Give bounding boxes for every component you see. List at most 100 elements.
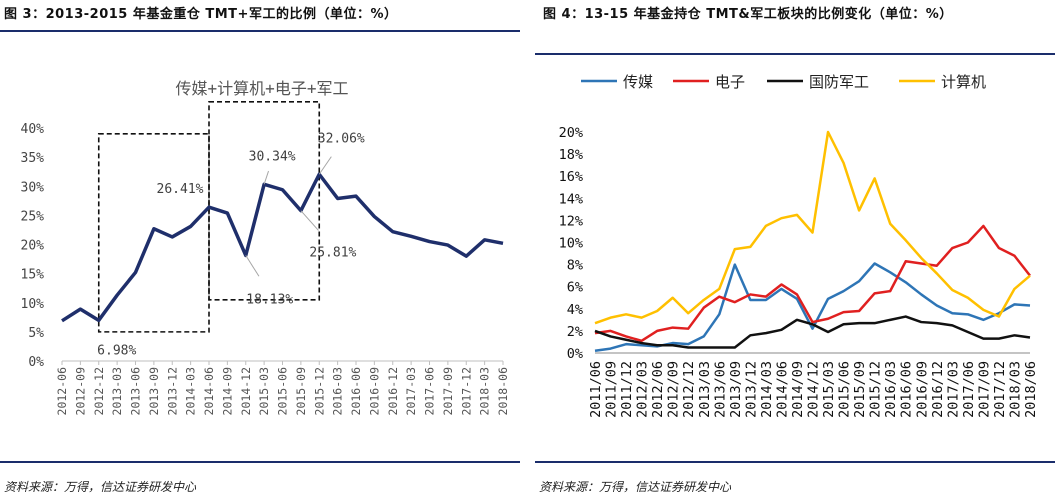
x-tick-label: 2017/12 xyxy=(992,361,1008,418)
y-tick-label: 10% xyxy=(559,236,583,252)
data-label: 26.41% xyxy=(157,182,204,197)
x-tick-label: 2013-06 xyxy=(129,367,143,416)
x-tick-label: 2017/06 xyxy=(961,361,977,418)
left-source-rule xyxy=(0,461,520,463)
x-tick-label: 2011/06 xyxy=(588,361,604,418)
legend-label: 电子 xyxy=(715,73,745,91)
data-label: 32.06% xyxy=(318,131,365,146)
y-tick-label: 30% xyxy=(21,180,45,195)
x-tick-label: 2017/03 xyxy=(945,361,961,418)
x-tick-label: 2018/06 xyxy=(1023,361,1039,418)
right-figure: 图 4：13-15 年基金持仓 TMT&军工板块的比例变化（单位：%） 传媒 电子… xyxy=(535,0,1055,502)
x-tick-label: 2016/06 xyxy=(899,361,915,418)
y-tick-label: 10% xyxy=(21,297,45,312)
x-tick-label: 2015-12 xyxy=(312,367,326,415)
data-label: 18.13% xyxy=(246,292,293,307)
y-tick-label: 5% xyxy=(28,326,44,341)
x-tick-label: 2012/12 xyxy=(681,361,697,418)
y-tick-label: 25% xyxy=(21,209,45,224)
x-tick-label: 2014-06 xyxy=(202,367,216,416)
x-tick-label: 2018-03 xyxy=(478,367,492,416)
x-tick-label: 2016/12 xyxy=(930,361,946,418)
x-tick-label: 2014/09 xyxy=(790,361,806,418)
y-tick-label: 4% xyxy=(567,302,583,318)
y-tick-label: 15% xyxy=(21,268,45,283)
y-tick-label: 12% xyxy=(559,213,583,229)
x-tick-label: 2017/09 xyxy=(976,361,992,418)
x-tick-label: 2012-09 xyxy=(73,367,87,416)
y-tick-label: 20% xyxy=(21,239,45,254)
x-tick-label: 2013/06 xyxy=(712,361,728,418)
y-tick-label: 0% xyxy=(28,355,44,370)
series-line-2 xyxy=(594,224,1031,343)
chart-title: 传媒+计算机+电子+军工 xyxy=(176,79,349,98)
data-label: 6.98% xyxy=(97,343,136,358)
x-tick-label: 2014-12 xyxy=(239,367,253,415)
right-title-rule xyxy=(535,53,1055,55)
left-figure: 图 3：2013-2015 年基金重仓 TMT+军工的比例（单位：%） 传媒+计… xyxy=(0,0,520,502)
x-tick-label: 2015/12 xyxy=(868,361,884,418)
annotation-leader xyxy=(318,156,332,175)
x-tick-label: 2012-12 xyxy=(92,367,106,415)
x-tick-label: 2013-12 xyxy=(165,367,179,415)
x-tick-label: 2018/03 xyxy=(1007,361,1023,418)
left-source-note: 资料来源：万得，信达证券研发中心 xyxy=(4,480,197,494)
left-title-rule xyxy=(0,30,520,32)
y-tick-label: 35% xyxy=(21,151,45,166)
x-tick-label: 2012/09 xyxy=(666,361,682,418)
x-tick-label: 2015-09 xyxy=(294,367,308,416)
series-line-3 xyxy=(594,315,1031,349)
y-tick-label: 40% xyxy=(21,122,45,137)
x-tick-label: 2011/12 xyxy=(619,361,635,418)
x-tick-label: 2015/06 xyxy=(837,361,853,418)
x-tick-label: 2017-12 xyxy=(459,367,473,415)
x-tick-label: 2016-12 xyxy=(386,367,400,415)
dashed-box-2014-2015 xyxy=(208,100,321,301)
y-tick-label: 18% xyxy=(559,147,583,163)
x-tick-label: 2012/03 xyxy=(635,361,651,418)
y-tick-label: 8% xyxy=(567,258,583,274)
x-tick-label: 2017-03 xyxy=(404,367,418,416)
annotation-leader xyxy=(300,210,319,231)
y-tick-label: 20% xyxy=(559,125,583,141)
y-tick-label: 14% xyxy=(559,191,583,207)
x-tick-label: 2015/03 xyxy=(821,361,837,418)
x-tick-label: 2013-09 xyxy=(147,367,161,416)
x-tick-label: 2015-06 xyxy=(276,367,290,416)
x-tick-label: 2011/09 xyxy=(604,361,620,418)
right-line-chart: 传媒 电子 国防军工 计算机 0% 2% 4% 6% 8% 10% 12% 14% 16% 18% 20% 2… xyxy=(559,73,1039,418)
x-tick-label: 2016-06 xyxy=(349,367,363,416)
right-figure-title: 图 4：13-15 年基金持仓 TMT&军工板块的比例变化（单位：%） xyxy=(543,7,953,22)
left-figure-title: 图 3：2013-2015 年基金重仓 TMT+军工的比例（单位：%） xyxy=(4,7,398,22)
x-tick-label: 2014-09 xyxy=(220,367,234,416)
data-label: 30.34% xyxy=(249,149,296,164)
y-tick-label: 6% xyxy=(567,280,583,296)
x-tick-label: 2017-06 xyxy=(423,367,437,416)
annotation-leader xyxy=(263,170,269,185)
series-line xyxy=(61,172,504,323)
x-tick-label: 2012-06 xyxy=(55,367,69,416)
x-tick-label: 2018-06 xyxy=(496,367,510,416)
x-tick-label: 2014/12 xyxy=(806,361,822,418)
x-tick-label: 2013/03 xyxy=(697,361,713,418)
y-tick-label: 0% xyxy=(567,346,583,362)
right-source-rule xyxy=(535,461,1055,463)
x-tick-label: 2017-09 xyxy=(441,367,455,416)
y-tick-label: 2% xyxy=(567,324,583,340)
x-tick-label: 2014/06 xyxy=(774,361,790,418)
left-line-chart: 传媒+计算机+电子+军工 0% 5% 10% 15% 20% 25% 30% 35% 40% 201… xyxy=(21,79,510,416)
x-tick-label: 2014-03 xyxy=(184,367,198,416)
x-tick-label: 2016/09 xyxy=(914,361,930,418)
x-tick-label: 2015/09 xyxy=(852,361,868,418)
x-tick-label: 2013-03 xyxy=(110,367,124,416)
legend-label: 计算机 xyxy=(941,73,986,91)
dashed-box-2013-2014 xyxy=(97,133,210,333)
x-tick-label: 2015-03 xyxy=(257,367,271,416)
x-tick-label: 2013/12 xyxy=(743,361,759,418)
right-source-note: 资料来源：万得，信达证券研发中心 xyxy=(539,480,732,494)
legend-label: 传媒 xyxy=(623,73,653,91)
y-tick-label: 16% xyxy=(559,169,583,185)
x-tick-label: 2016-03 xyxy=(331,367,345,416)
annotation-leader xyxy=(245,255,260,277)
series-line-4 xyxy=(594,130,1031,325)
